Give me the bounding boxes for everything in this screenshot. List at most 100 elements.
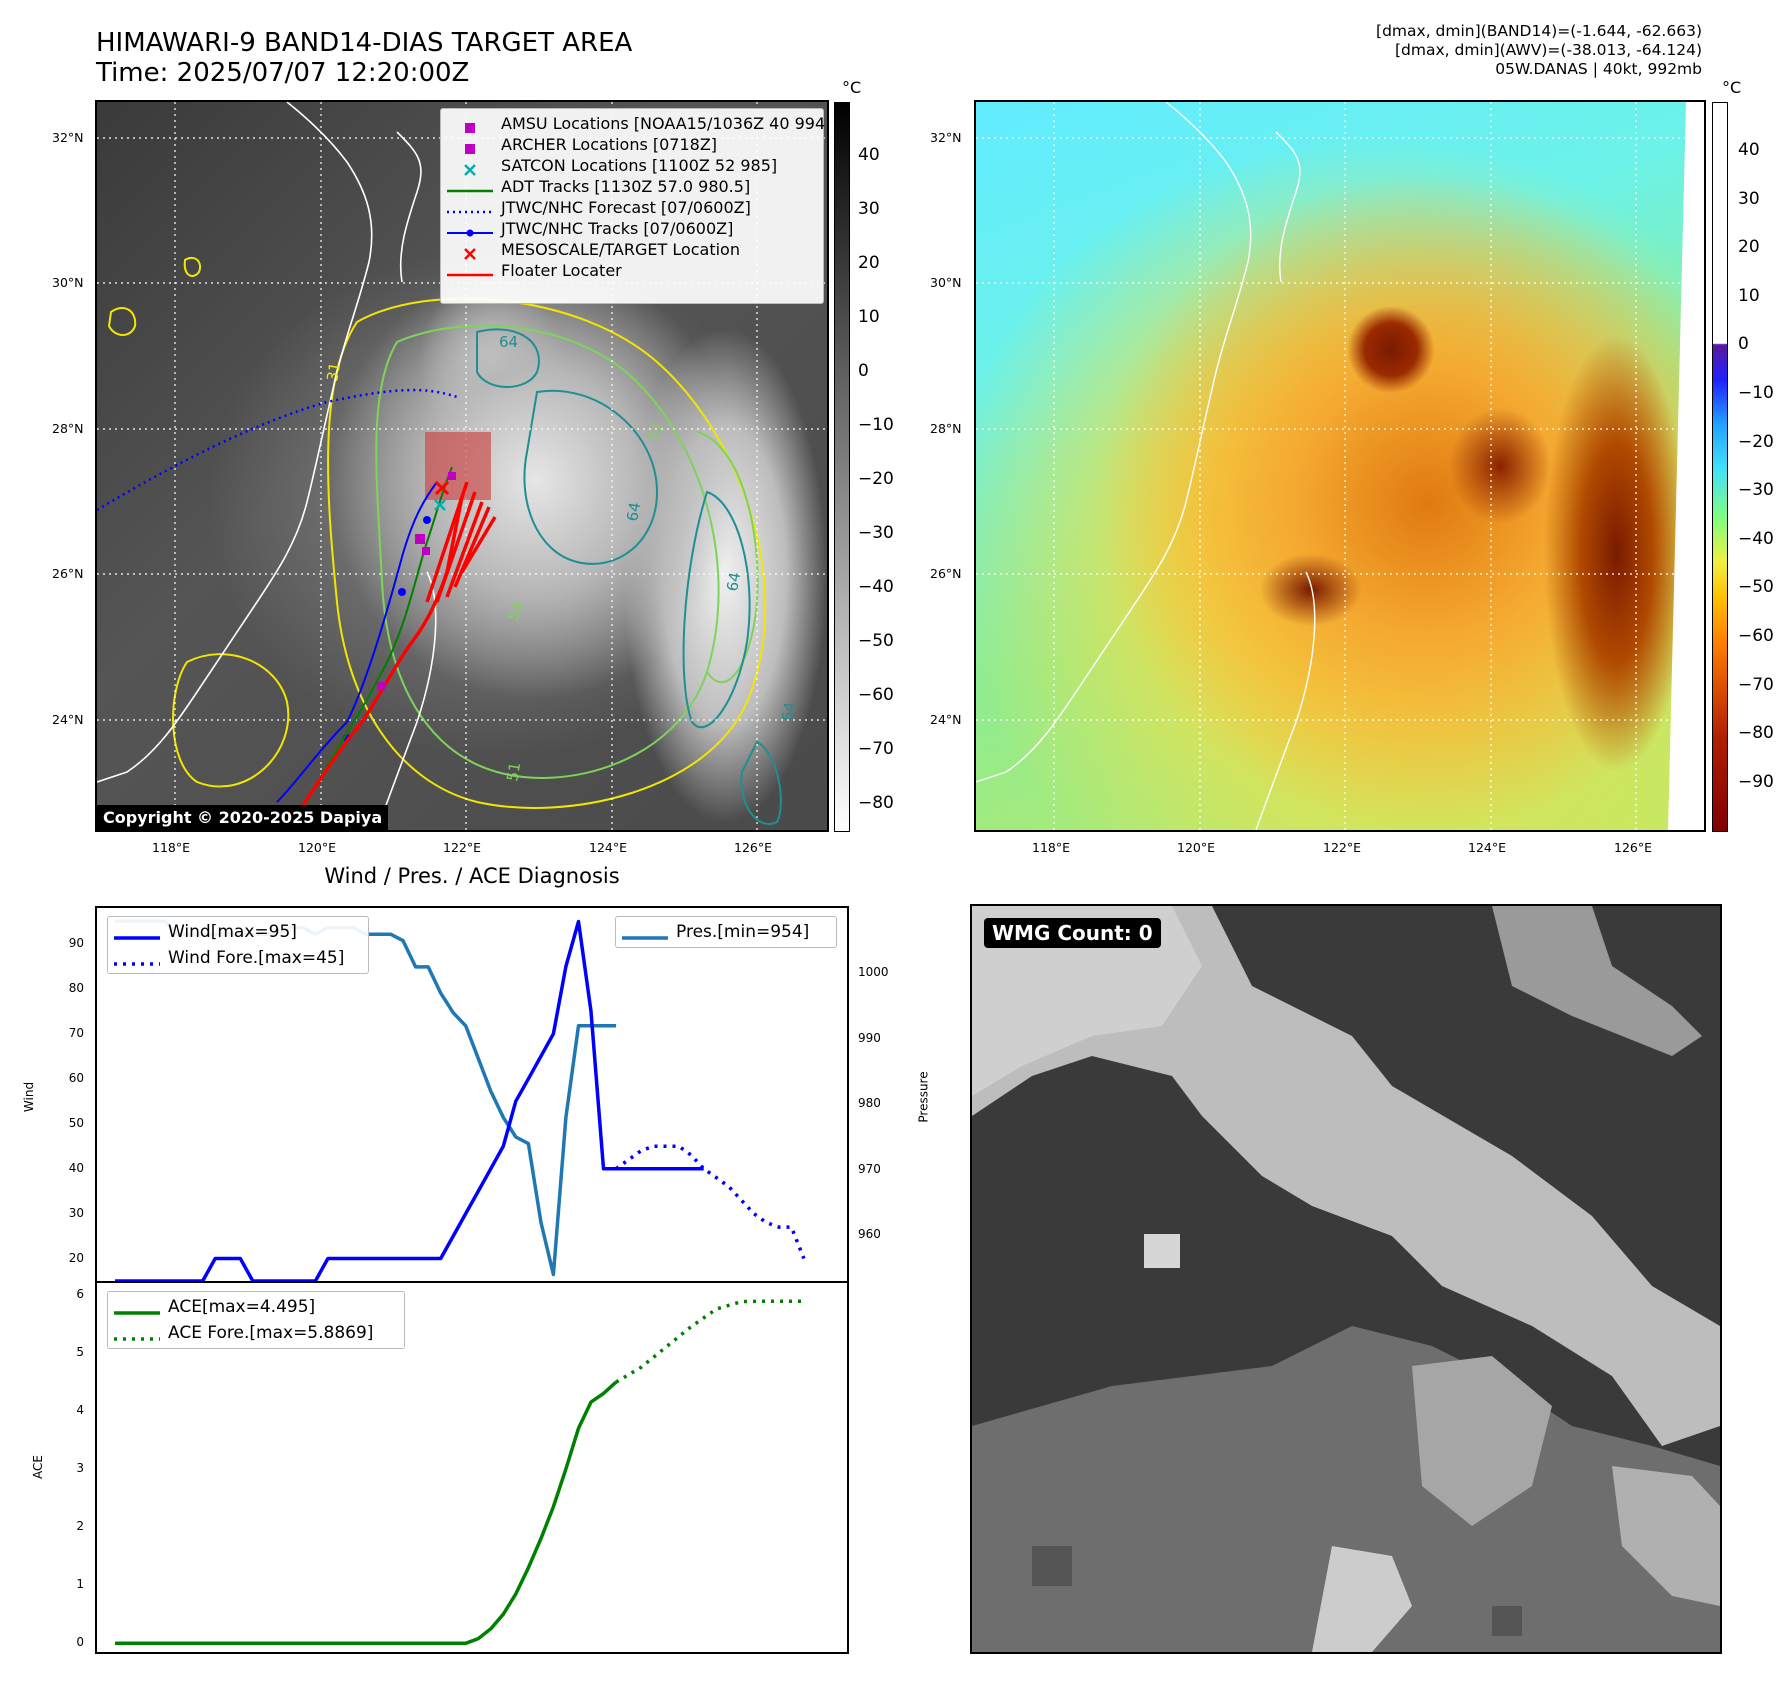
right-colorbar (1712, 102, 1728, 832)
awv-overlay (976, 102, 1704, 830)
ace-forecast-line (615, 1299, 804, 1384)
colorbar-tick-label: 0 (858, 361, 869, 381)
map-legend-item: AMSU Locations [NOAA15/1036Z 40 994] (447, 113, 827, 134)
jtwc-track (276, 481, 438, 803)
right-lon-label: 122°E (1323, 840, 1362, 855)
legend-pressure: Pres.[min=954] (622, 922, 810, 942)
pressure-legend: Pres.[min=954] (615, 916, 837, 948)
map-legend-item: SATCON Locations [1100Z 52 985] (447, 155, 817, 176)
wind-axis-label: Wind (22, 1081, 37, 1113)
title-line-2: Time: 2025/07/07 12:20:00Z (96, 58, 470, 88)
axis-tick-label: 40 (68, 1160, 84, 1175)
wmg-count-badge: WMG Count: 0 (984, 918, 1161, 948)
legend-wind: Wind[max=95] (114, 922, 297, 942)
colorbar-tick-label: 10 (858, 307, 880, 327)
storm-info: [dmax, dmin](BAND14)=(-1.644, -62.663) [… (1376, 22, 1702, 79)
colorbar-tick-label: −20 (858, 469, 894, 489)
left-lat-label: 32°N (52, 130, 84, 145)
map-legend-item: ADT Tracks [1130Z 57.0 980.5] (447, 176, 817, 197)
diag-title: Wind / Pres. / ACE Diagnosis (324, 864, 620, 888)
colorbar-tick-label: 30 (858, 199, 880, 219)
axis-tick-label: 30 (68, 1205, 84, 1220)
left-colorbar (834, 102, 850, 832)
right-lat-label: 28°N (930, 421, 962, 436)
contour-label: 64 (499, 333, 518, 351)
colorbar-tick-label: 20 (1738, 237, 1760, 258)
left-lat-label: 28°N (52, 421, 84, 436)
floater-track (290, 481, 497, 823)
colorbar-tick-label: −70 (858, 739, 894, 759)
legend-swatch (447, 202, 493, 214)
colorbar-tick-label: −10 (858, 415, 894, 435)
colorbar-tick-label: 10 (1738, 285, 1760, 306)
axis-tick-label: 20 (68, 1250, 84, 1265)
left-lat-label: 30°N (52, 275, 84, 290)
axis-tick-label: 80 (68, 980, 84, 995)
info-line-3: 05W.DANAS | 40kt, 992mb (1495, 60, 1702, 78)
right-colorbar-unit: °C (1722, 78, 1742, 97)
right-lon-label: 120°E (1177, 840, 1216, 855)
right-lat-label: 32°N (930, 130, 962, 145)
legend-ace-forecast: ACE Fore.[max=5.8869] (114, 1323, 374, 1343)
left-lat-label: 26°N (52, 566, 84, 581)
axis-tick-label: 990 (858, 1030, 881, 1045)
left-lat-label: 24°N (52, 712, 84, 727)
map-legend-item: Floater Locater (447, 260, 817, 281)
colorbar-tick-label: −10 (1738, 383, 1774, 403)
axis-tick-label: 960 (858, 1227, 881, 1242)
info-line-2: [dmax, dmin](AWV)=(-38.013, -64.124) (1395, 41, 1702, 59)
axis-tick-label: 2 (76, 1519, 84, 1534)
axis-tick-label: 4 (76, 1402, 84, 1417)
legend-swatch (447, 160, 493, 176)
right-lon-label: 118°E (1032, 840, 1071, 855)
ace-axis-label: ACE (30, 1455, 45, 1479)
right-lon-label: 124°E (1468, 840, 1507, 855)
title-line-1: HIMAWARI-9 BAND14-DIAS TARGET AREA (96, 28, 633, 58)
left-lon-label: 120°E (298, 840, 337, 855)
colorbar-tick-label: 20 (858, 253, 880, 273)
left-lon-label: 122°E (443, 840, 482, 855)
axis-tick-label: 70 (68, 1025, 84, 1040)
colorbar-tick-label: −90 (1738, 771, 1774, 792)
map-legend-item: ARCHER Locations [0718Z] (447, 134, 817, 155)
copyright-badge: Copyright © 2020-2025 Dapiya (97, 805, 389, 830)
left-lon-label: 118°E (152, 840, 191, 855)
adt-track (306, 466, 453, 803)
left-lon-label: 126°E (734, 840, 773, 855)
colorbar-tick-label: −50 (1738, 577, 1774, 598)
colorbar-tick-label: −60 (858, 685, 894, 705)
contour-label: 64 (623, 501, 644, 523)
axis-tick-label: 5 (76, 1344, 84, 1359)
left-lon-label: 124°E (589, 840, 628, 855)
legend-wind-forecast: Wind Fore.[max=45] (114, 948, 345, 968)
colorbar-tick-label: −20 (1738, 431, 1774, 452)
legend-swatch (447, 265, 493, 277)
colorbar-tick-label: −30 (1738, 480, 1774, 501)
ace-legend: ACE[max=4.495] ACE Fore.[max=5.8869] (107, 1291, 405, 1349)
axis-tick-label: 0 (76, 1635, 84, 1650)
colorbar-tick-label: −80 (1738, 723, 1774, 744)
target-area-box (425, 432, 491, 500)
left-colorbar-unit: °C (842, 78, 862, 97)
axis-tick-label: 980 (858, 1096, 881, 1111)
colorbar-tick-label: −80 (858, 793, 894, 813)
contour-label: 31 (323, 361, 344, 383)
ace-plot (115, 1299, 804, 1646)
contour-label: 51 (644, 419, 667, 443)
colorbar-tick-label: −40 (858, 577, 894, 597)
right-lat-label: 26°N (930, 566, 962, 581)
colorbar-tick-label: −60 (1738, 626, 1774, 646)
colorbar-tick-label: 40 (1738, 140, 1760, 160)
wind-line (115, 919, 704, 1281)
contour-label: 51 (503, 761, 524, 783)
pressure-axis-label: Pressure (916, 1071, 931, 1123)
wind-pressure-panel: Wind[max=95] Wind Fore.[max=45] Pres.[mi… (95, 906, 849, 1283)
contour-label: 64 (723, 571, 744, 593)
right-lat-label: 30°N (930, 275, 962, 290)
map-legend-item: JTWC/NHC Tracks [07/0600Z] (447, 218, 817, 239)
pressure-line (115, 919, 617, 1277)
band14-map: 64 64 54 64 64 51 31 51 (95, 100, 829, 832)
legend-swatch (447, 244, 493, 260)
colorbar-tick-label: −30 (858, 523, 894, 543)
legend-swatch (447, 223, 493, 236)
